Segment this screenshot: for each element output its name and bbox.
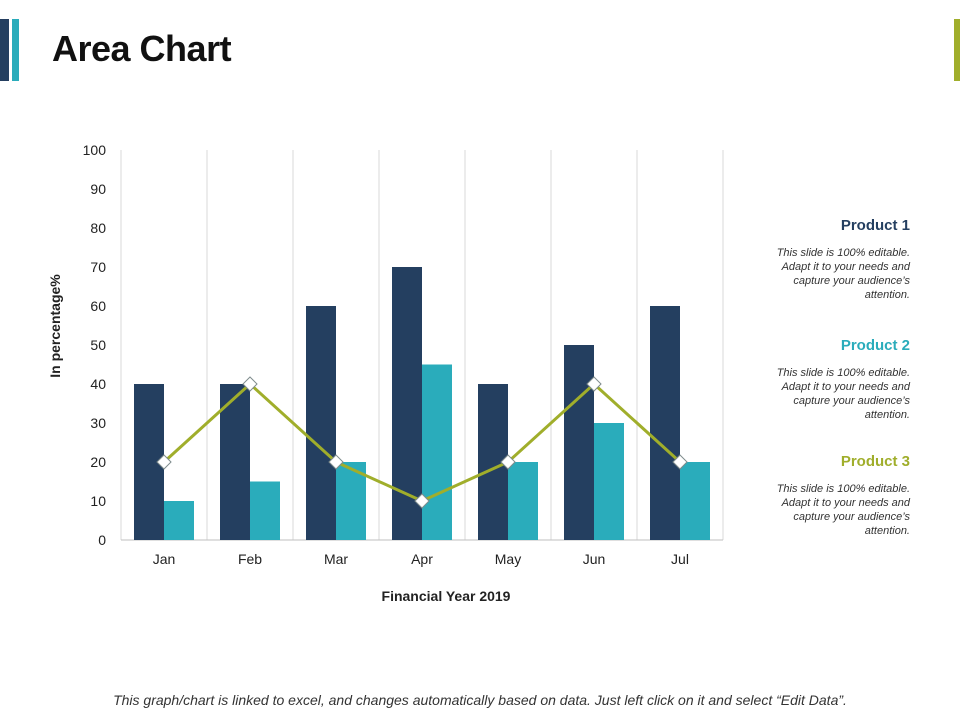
y-tick-label: 40 bbox=[90, 376, 106, 392]
y-tick-label: 20 bbox=[90, 454, 106, 470]
x-tick-label: Feb bbox=[238, 551, 262, 567]
legend-item-product-1: Product 1 This slide is 100% editable. A… bbox=[750, 217, 910, 302]
accent-bar-green bbox=[954, 19, 960, 81]
accent-bar-teal bbox=[12, 19, 19, 81]
bar-product-2-may bbox=[508, 462, 538, 540]
bar-product-2-jan bbox=[164, 501, 194, 540]
y-tick-label: 50 bbox=[90, 337, 106, 353]
x-tick-label: Mar bbox=[324, 551, 348, 567]
bar-product-2-apr bbox=[422, 364, 452, 540]
footnote: This graph/chart is linked to excel, and… bbox=[113, 692, 847, 708]
accent-bar-dark bbox=[0, 19, 9, 81]
y-tick-label: 10 bbox=[90, 493, 106, 509]
bar-product-2-feb bbox=[250, 481, 280, 540]
marker-product-3-jul bbox=[672, 454, 688, 470]
legend-desc-product-2: This slide is 100% editable. Adapt it to… bbox=[776, 367, 910, 421]
slide-title: Area Chart bbox=[52, 28, 232, 69]
y-axis-label: In percentage% bbox=[47, 274, 63, 378]
bar-product-1-mar bbox=[306, 306, 336, 540]
bar-product-2-mar bbox=[336, 462, 366, 540]
x-tick-label: Apr bbox=[411, 551, 433, 567]
bar-product-2-jun bbox=[594, 423, 624, 540]
bar-product-1-jul bbox=[650, 306, 680, 540]
bar-product-1-jun bbox=[564, 345, 594, 540]
x-tick-label: May bbox=[495, 551, 521, 567]
x-tick-label: Jul bbox=[671, 551, 689, 567]
marker-product-3-jan bbox=[156, 454, 172, 470]
bar-product-1-feb bbox=[220, 384, 250, 540]
legend-item-product-3: Product 3 This slide is 100% editable. A… bbox=[750, 453, 910, 538]
legend-desc-product-3: This slide is 100% editable. Adapt it to… bbox=[776, 483, 910, 537]
marker-product-3-feb bbox=[242, 376, 258, 392]
legend-desc-product-1: This slide is 100% editable. Adapt it to… bbox=[776, 247, 910, 301]
x-axis-label: Financial Year 2019 bbox=[381, 588, 511, 604]
marker-product-3-may bbox=[500, 454, 516, 470]
marker-product-3-jun bbox=[586, 376, 602, 392]
y-tick-label: 100 bbox=[83, 142, 107, 158]
legend-title-product-2: Product 2 bbox=[840, 337, 910, 354]
marker-product-3-mar bbox=[328, 454, 344, 470]
x-tick-label: Jun bbox=[583, 551, 606, 567]
y-tick-label: 70 bbox=[90, 259, 106, 275]
y-tick-label: 90 bbox=[90, 181, 106, 197]
bar-product-2-jul bbox=[680, 462, 710, 540]
y-tick-label: 30 bbox=[90, 415, 106, 431]
y-tick-label: 0 bbox=[98, 532, 106, 548]
marker-product-3-apr bbox=[414, 493, 430, 509]
legend-item-product-2: Product 2 This slide is 100% editable. A… bbox=[750, 337, 910, 422]
y-tick-label: 60 bbox=[90, 298, 106, 314]
y-tick-label: 80 bbox=[90, 220, 106, 236]
legend-title-product-3: Product 3 bbox=[840, 453, 910, 470]
x-tick-label: Jan bbox=[153, 551, 176, 567]
legend-title-product-1: Product 1 bbox=[840, 217, 910, 234]
